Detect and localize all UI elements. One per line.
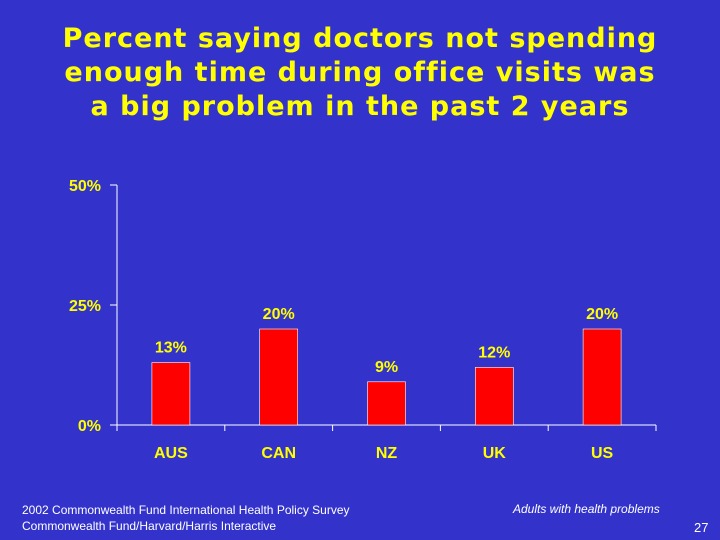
- source-citation-line-2: Commonwealth Fund/Harvard/Harris Interac…: [22, 519, 277, 533]
- bar-can: [259, 328, 299, 426]
- bar-aus: [151, 362, 191, 426]
- bar-uk: [474, 367, 514, 426]
- page-number: 27: [694, 520, 709, 535]
- data-label-nz: 9%: [375, 359, 398, 376]
- category-label-uk: UK: [483, 445, 507, 462]
- bar-us: [582, 328, 622, 426]
- y-tick-label: 25%: [69, 298, 101, 315]
- category-label-can: CAN: [261, 445, 296, 462]
- population-note: Adults with health problems: [513, 502, 660, 516]
- bar-nz: [367, 381, 406, 426]
- data-label-uk: 12%: [478, 344, 510, 361]
- category-label-nz: NZ: [376, 445, 398, 462]
- category-label-aus: AUS: [154, 445, 188, 462]
- y-tick-label: 0%: [78, 418, 101, 435]
- category-label-us: US: [591, 445, 614, 462]
- y-tick-label: 50%: [69, 178, 101, 195]
- data-label-us: 20%: [586, 306, 618, 323]
- title-line-3: a big problem in the past 2 years: [90, 91, 630, 122]
- chart-bars: [151, 328, 622, 426]
- slide-title: Percent saying doctors not spending enou…: [0, 22, 720, 124]
- data-label-aus: 13%: [155, 340, 187, 357]
- data-label-can: 20%: [263, 306, 295, 323]
- title-line-2: enough time during office visits was: [64, 57, 656, 88]
- title-line-1: Percent saying doctors not spending: [62, 23, 658, 54]
- source-citation-line-1: 2002 Commonwealth Fund International Hea…: [22, 503, 350, 517]
- chart-labels: 0% 25% 50% 13% AUS 20% CAN 9% NZ 12% UK 20% US: [69, 178, 618, 462]
